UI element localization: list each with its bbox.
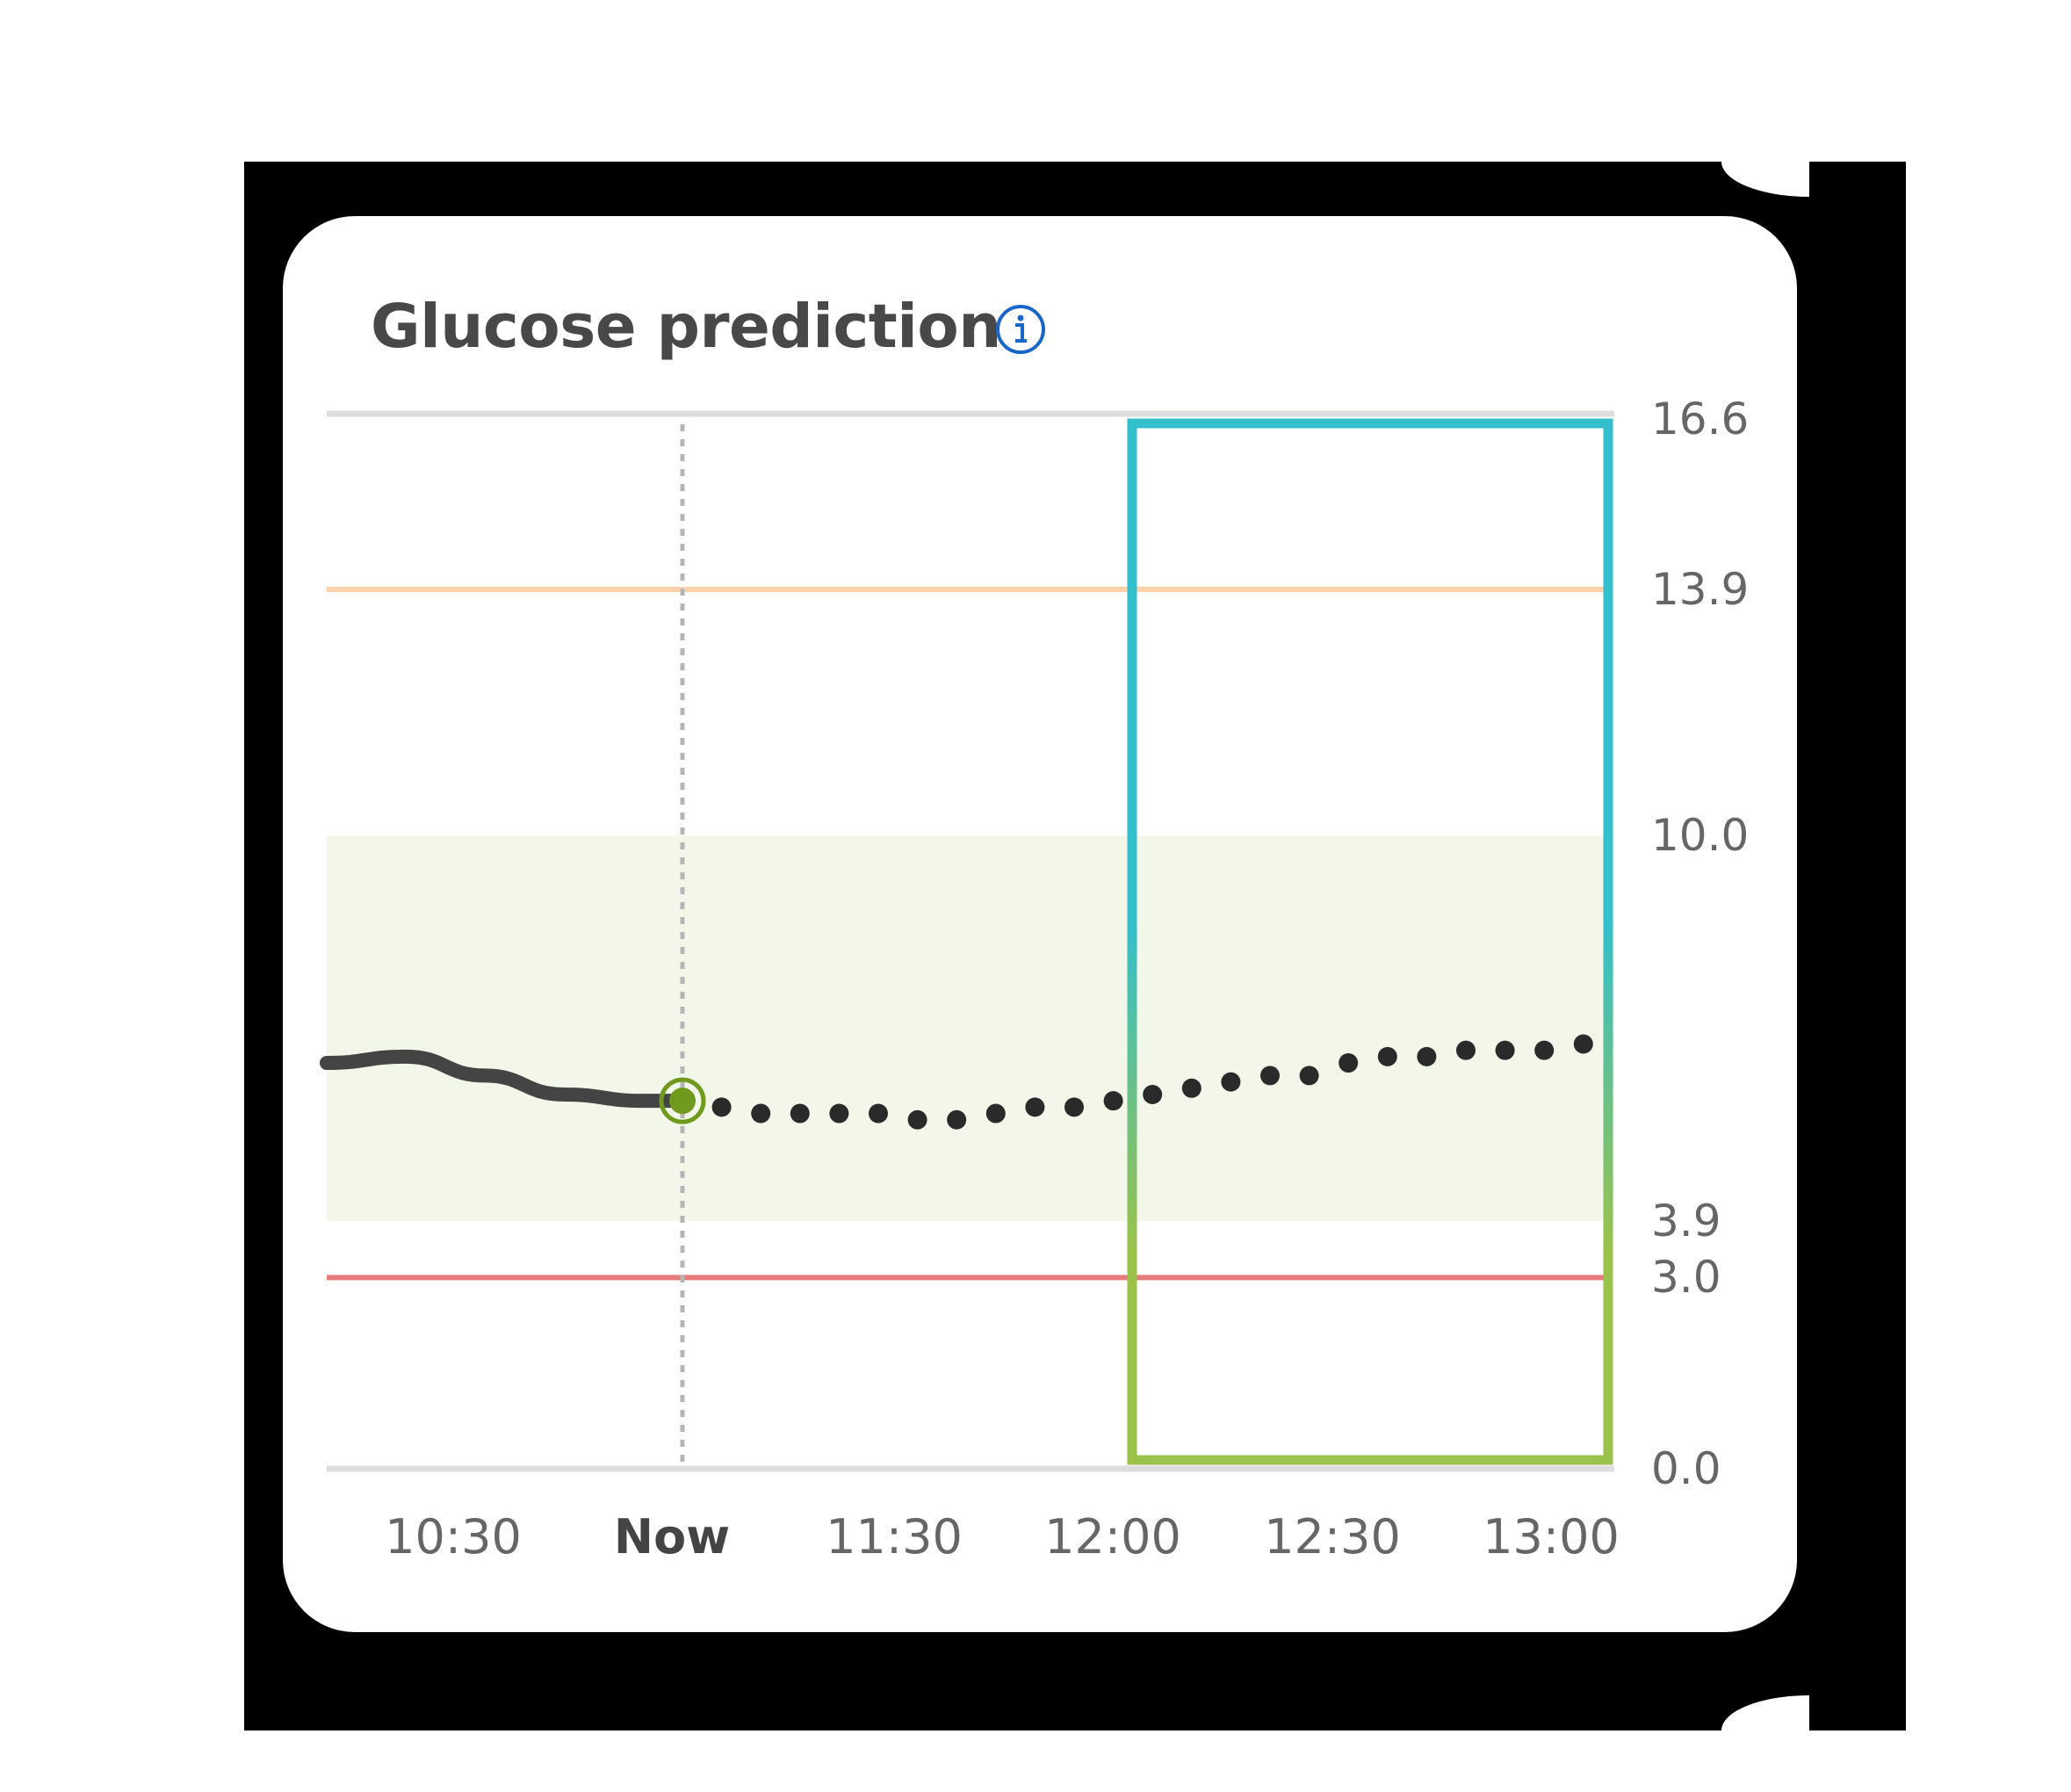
prediction-dot (1417, 1046, 1437, 1066)
x-axis-label: 13:00 (1483, 1509, 1620, 1564)
prediction-dot (1260, 1066, 1280, 1086)
current-marker-dot (669, 1087, 696, 1115)
prediction-dot (751, 1103, 771, 1124)
current-marker-ring (659, 1077, 706, 1124)
threshold-lines (327, 410, 1614, 1472)
y-axis-label: 3.0 (1651, 1252, 1721, 1304)
prediction-dot (1103, 1091, 1123, 1111)
prediction-dot (1534, 1040, 1555, 1060)
highlight-rectangle (1127, 418, 1613, 1465)
y-axis-label: 3.9 (1651, 1195, 1721, 1246)
prediction-dot (1064, 1097, 1084, 1117)
x-axis-label: 12:00 (1044, 1509, 1181, 1564)
current-reading-marker[interactable] (659, 1077, 706, 1124)
x-axis-label: 10:30 (385, 1509, 522, 1564)
prediction-dot (711, 1097, 732, 1117)
y-axis-label: 0.0 (1651, 1443, 1721, 1494)
x-axis-label-now: Now (613, 1509, 731, 1564)
measured-glucose-line (320, 1049, 689, 1109)
prediction-dot (1299, 1066, 1319, 1086)
target-band-rect (327, 835, 1614, 1221)
prediction-dot (1573, 1034, 1593, 1054)
prediction-dot (1181, 1078, 1201, 1098)
prediction-dot (1339, 1053, 1359, 1073)
prediction-dot (947, 1109, 967, 1130)
prediction-dot (985, 1103, 1006, 1124)
prediction-dot (1495, 1040, 1515, 1060)
prediction-dots (711, 1034, 1593, 1130)
y-axis-label: 10.0 (1651, 810, 1750, 862)
prediction-dot (1377, 1046, 1397, 1066)
prediction-dot (790, 1103, 810, 1124)
y-axis-label: 16.6 (1651, 394, 1750, 444)
card-title: Glucose prediction (371, 292, 1001, 362)
y-axis-label: 13.9 (1651, 564, 1750, 616)
prediction-dot (1143, 1084, 1163, 1104)
prediction-dot (1025, 1097, 1045, 1117)
prediction-dot (829, 1103, 849, 1124)
info-circle-icon[interactable] (995, 304, 1046, 355)
prediction-dot (907, 1109, 927, 1130)
x-axis-label: 12:30 (1264, 1509, 1401, 1564)
prediction-dot (869, 1103, 888, 1124)
x-axis-label: 11:30 (826, 1509, 963, 1564)
history-path (320, 1049, 689, 1109)
prediction-dot (1221, 1072, 1241, 1092)
target-range-band (327, 835, 1614, 1221)
highlight-box (1127, 418, 1613, 1465)
prediction-dot (1456, 1040, 1476, 1060)
